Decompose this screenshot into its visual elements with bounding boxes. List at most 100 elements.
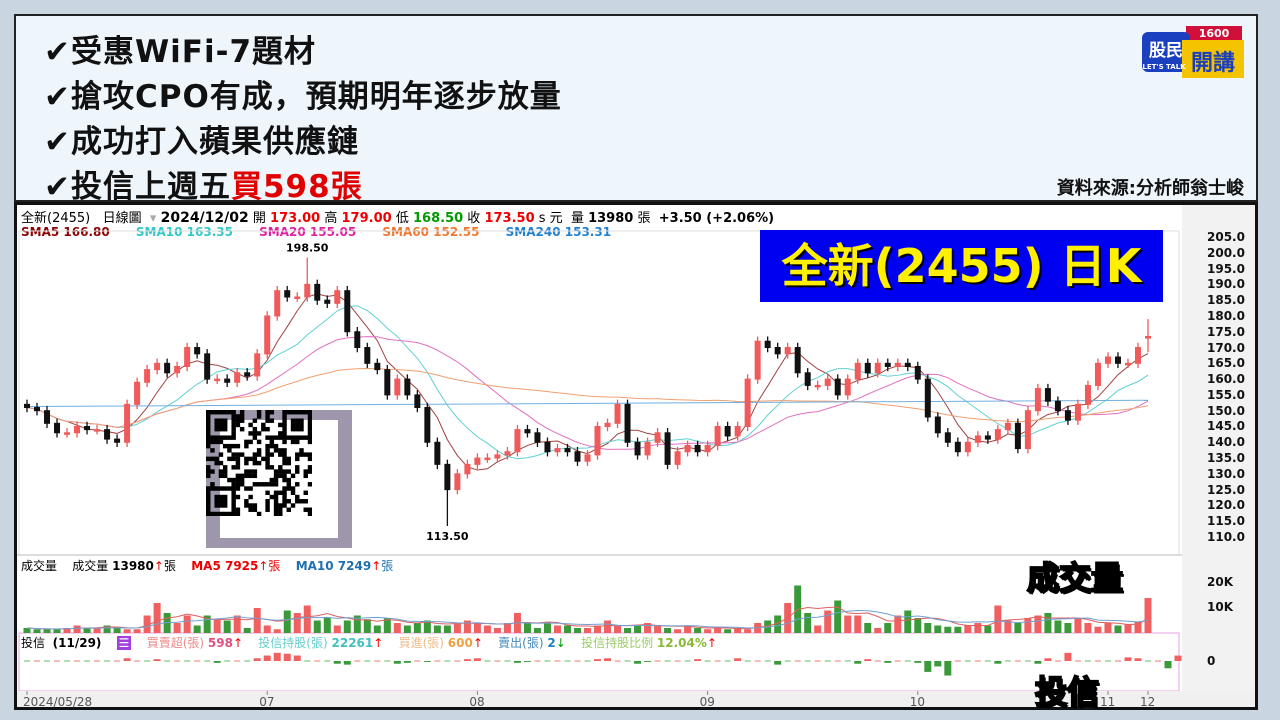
- trust-tick: 0: [1207, 654, 1216, 668]
- candle: [774, 342, 781, 359]
- candle: [324, 295, 331, 309]
- candle: [544, 437, 551, 457]
- volume-bar: [123, 629, 131, 633]
- candle: [944, 428, 951, 447]
- candle: [174, 361, 181, 378]
- volume-bar: [543, 623, 551, 633]
- candle: [1004, 418, 1011, 435]
- candle: [334, 285, 341, 309]
- x-tick-label: 11: [1099, 695, 1116, 709]
- volume-bar: [333, 625, 341, 633]
- x-axis: [17, 691, 1255, 707]
- trust-bar: [634, 661, 642, 664]
- volume-bar: [223, 620, 231, 633]
- svg-text:股民: 股民: [1149, 41, 1183, 61]
- volume-bar: [854, 615, 862, 633]
- candle: [974, 431, 981, 447]
- candle: [434, 437, 441, 470]
- candle: [94, 424, 101, 435]
- y-tick-label: 205.0: [1207, 230, 1245, 244]
- trust-bar: [393, 661, 401, 664]
- list-icon[interactable]: ☰: [116, 636, 132, 650]
- volume-bar: [1064, 623, 1072, 633]
- volume-tick: 20K: [1207, 575, 1233, 589]
- volume-bar: [1044, 613, 1052, 633]
- candle: [734, 421, 741, 441]
- sma60-line: [26, 368, 1149, 428]
- volume-bar: [1134, 621, 1142, 633]
- candle: [694, 440, 701, 457]
- volume-bar: [343, 620, 351, 633]
- volume-bar: [984, 625, 992, 633]
- volume-bar: [73, 625, 81, 633]
- y-tick-label: 180.0: [1207, 308, 1245, 323]
- trust-bar: [403, 661, 411, 663]
- volume-bar: [1094, 626, 1102, 633]
- show-logo: 1600 股民 開講 LET'S TALK: [1142, 26, 1244, 78]
- candle: [84, 421, 91, 435]
- volume-bar: [173, 623, 181, 633]
- candle: [314, 279, 321, 305]
- x-tick-label: 12: [1140, 695, 1156, 709]
- candle: [1044, 383, 1051, 406]
- trust-bar: [343, 661, 351, 665]
- candle: [1094, 358, 1101, 391]
- volume-tag: 成交量: [1026, 558, 1124, 598]
- volume-bar: [1034, 615, 1042, 633]
- volume-bar: [33, 629, 41, 633]
- y-tick-label: 125.0: [1207, 482, 1245, 497]
- volume-bar: [103, 625, 111, 633]
- candle: [294, 292, 301, 302]
- y-tick-label: 160.0: [1207, 372, 1245, 387]
- volume-bar: [573, 628, 581, 633]
- trust-bar: [253, 658, 261, 661]
- candle: [34, 402, 41, 416]
- overlay-title: 全新(2455) 日K: [760, 230, 1163, 302]
- volume-bar: [714, 628, 722, 633]
- svg-text:開講: 開講: [1191, 50, 1235, 76]
- y-tick-label: 120.0: [1207, 498, 1245, 513]
- candle: [124, 399, 131, 447]
- volume-bar: [874, 628, 882, 633]
- sma240-line: [26, 399, 1149, 408]
- trust-bar: [864, 659, 872, 661]
- volume-bar: [153, 603, 161, 633]
- candle: [844, 374, 851, 400]
- volume-bar: [974, 623, 982, 633]
- candle: [744, 374, 751, 432]
- candle: [1145, 319, 1151, 353]
- dropdown-icon[interactable]: ▾: [149, 211, 157, 226]
- candle: [824, 374, 831, 391]
- volume-bar: [463, 620, 471, 633]
- volume-bar: [263, 625, 271, 633]
- volume-bar: [684, 625, 692, 633]
- candle: [764, 336, 771, 353]
- candle: [1104, 352, 1111, 369]
- volume-bar: [994, 605, 1002, 633]
- candle: [1064, 405, 1071, 425]
- trust-bar: [644, 661, 652, 662]
- candle: [724, 421, 731, 441]
- candle: [394, 374, 401, 400]
- trust-bar: [213, 661, 221, 663]
- volume-bar: [694, 628, 702, 633]
- x-tick-label: 07: [259, 695, 275, 709]
- volume-bar: [654, 625, 662, 633]
- volume-bar: [914, 618, 922, 633]
- candle: [874, 358, 881, 378]
- candle: [374, 358, 381, 375]
- price-annotation: 198.50: [286, 242, 329, 255]
- candle: [44, 405, 51, 429]
- y-tick-label: 200.0: [1207, 245, 1245, 260]
- candle: [24, 399, 30, 413]
- volume-bar: [503, 623, 511, 633]
- x-tick-label: 10: [909, 695, 926, 709]
- candle: [684, 440, 691, 457]
- candle: [674, 447, 681, 470]
- volume-bar: [23, 628, 31, 633]
- volume-bar: [323, 618, 331, 633]
- volume-bar: [283, 610, 291, 633]
- volume-bar: [293, 613, 301, 633]
- y-tick-label: 135.0: [1207, 451, 1245, 466]
- y-tick-label: 190.0: [1207, 277, 1245, 292]
